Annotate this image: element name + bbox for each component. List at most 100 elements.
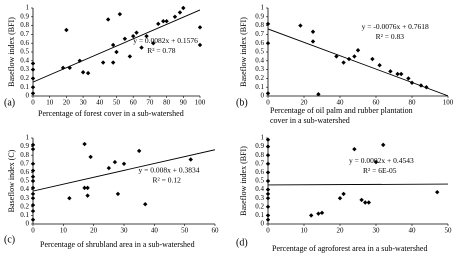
y-tick-label: 0.4 bbox=[20, 56, 29, 64]
point bbox=[197, 42, 203, 48]
x-tick-label: 0 bbox=[266, 227, 270, 235]
point bbox=[88, 154, 93, 160]
point bbox=[30, 191, 36, 197]
point bbox=[181, 5, 186, 11]
y-tick-label: 0.3 bbox=[255, 194, 264, 202]
y-tick-label: 0.9 bbox=[20, 142, 29, 150]
point bbox=[30, 161, 36, 166]
x-tick-label: 10 bbox=[46, 99, 54, 107]
point bbox=[265, 144, 271, 149]
x-axis-label: Percentage of oil palm and rubber planta… bbox=[270, 106, 413, 115]
y-tick-label: 0.2 bbox=[255, 74, 264, 82]
point bbox=[67, 196, 72, 201]
point bbox=[64, 27, 69, 33]
y-tick-label: 0.6 bbox=[255, 168, 264, 176]
point bbox=[377, 63, 382, 68]
y-tick-label: 0.9 bbox=[255, 12, 264, 20]
point bbox=[85, 70, 91, 76]
y-axis-label: Baseflow index (C) bbox=[7, 149, 16, 212]
x-tick-label: 100 bbox=[195, 99, 206, 107]
panel-label: (a) bbox=[4, 97, 15, 108]
y-tick-label: 0.9 bbox=[255, 142, 264, 150]
point bbox=[395, 71, 400, 77]
point bbox=[127, 54, 133, 59]
equation: y = 0.0082x + 0.1576 bbox=[133, 36, 198, 45]
point bbox=[366, 200, 371, 205]
trendline bbox=[268, 183, 448, 186]
x-tick-label: 0 bbox=[31, 99, 35, 107]
x-axis-label: Percentage of forest cover in a sub-wate… bbox=[38, 109, 184, 118]
y-tick-label: 1 bbox=[261, 4, 265, 12]
point bbox=[309, 213, 314, 218]
x-tick-label: 70 bbox=[146, 99, 154, 107]
panel: 00.10.20.30.40.50.60.70.80.910 10 20 30 40 50… bbox=[4, 134, 219, 249]
point bbox=[334, 54, 339, 59]
x-tick-label: 40 bbox=[151, 227, 159, 235]
point bbox=[85, 185, 90, 191]
x-tick-label: 20 bbox=[301, 99, 309, 107]
point bbox=[310, 29, 316, 34]
point bbox=[106, 165, 112, 171]
point bbox=[177, 10, 183, 15]
point bbox=[30, 217, 36, 222]
y-axis-label: Baseflow index (BFI) bbox=[239, 146, 248, 216]
panel: 00.10.20.30.40.50.60.70.80.91 0 20 40 60 80 10… bbox=[236, 4, 454, 125]
x-tick-label: 30 bbox=[80, 99, 88, 107]
point bbox=[60, 65, 66, 71]
point bbox=[121, 161, 127, 166]
point bbox=[409, 80, 415, 85]
y-tick-label: 0.3 bbox=[255, 65, 264, 73]
x-axis-label: cover in a sub-watershed bbox=[270, 116, 350, 125]
point bbox=[151, 41, 156, 46]
y-tick-label: 0 bbox=[26, 92, 30, 100]
point bbox=[188, 157, 193, 162]
x-tick-label: 80 bbox=[163, 99, 171, 107]
x-tick-label: 20 bbox=[90, 227, 98, 235]
equation: y = 0.008x + 0.3834 bbox=[139, 165, 200, 174]
point bbox=[30, 76, 36, 81]
point bbox=[363, 200, 368, 205]
x-tick-label: 20 bbox=[337, 227, 345, 235]
point bbox=[424, 85, 429, 90]
x-tick-label: 30 bbox=[373, 227, 381, 235]
point bbox=[30, 91, 36, 96]
x-tick-label: 50 bbox=[181, 227, 189, 235]
point bbox=[122, 36, 128, 41]
point bbox=[265, 137, 271, 142]
point bbox=[77, 58, 82, 63]
y-tick-label: 0.2 bbox=[255, 202, 264, 210]
x-tick-label: 40 bbox=[96, 99, 104, 107]
y-tick-label: 0.1 bbox=[20, 211, 29, 219]
y-tick-label: 0.4 bbox=[255, 185, 264, 193]
point bbox=[131, 33, 136, 39]
x-tick-label: 60 bbox=[373, 99, 381, 107]
y-tick-label: 0.7 bbox=[20, 159, 29, 167]
y-tick-label: 1 bbox=[26, 134, 30, 142]
y-tick-label: 1 bbox=[261, 134, 265, 142]
point bbox=[136, 148, 142, 154]
point bbox=[265, 217, 271, 222]
point bbox=[352, 146, 357, 152]
point bbox=[265, 41, 271, 46]
r-squared: R² = 0.83 bbox=[376, 32, 405, 41]
y-tick-label: 0.7 bbox=[255, 159, 264, 167]
y-axis-label: Baseflow index (BFI) bbox=[7, 17, 16, 87]
y-tick-label: 0.8 bbox=[255, 151, 264, 159]
point bbox=[30, 196, 36, 201]
point bbox=[139, 45, 144, 50]
point bbox=[144, 33, 149, 39]
y-tick-label: 1 bbox=[26, 4, 30, 12]
point bbox=[399, 71, 404, 77]
x-tick-label: 90 bbox=[180, 99, 188, 107]
x-tick-label: 30 bbox=[121, 227, 129, 235]
point bbox=[172, 14, 178, 19]
y-tick-label: 0.8 bbox=[20, 21, 29, 29]
point bbox=[265, 153, 271, 158]
point bbox=[319, 210, 325, 216]
point bbox=[265, 161, 271, 166]
x-tick-label: 60 bbox=[212, 227, 220, 235]
panel-label: (d) bbox=[236, 237, 248, 248]
point bbox=[82, 141, 87, 147]
x-tick-label: 10 bbox=[60, 227, 68, 235]
